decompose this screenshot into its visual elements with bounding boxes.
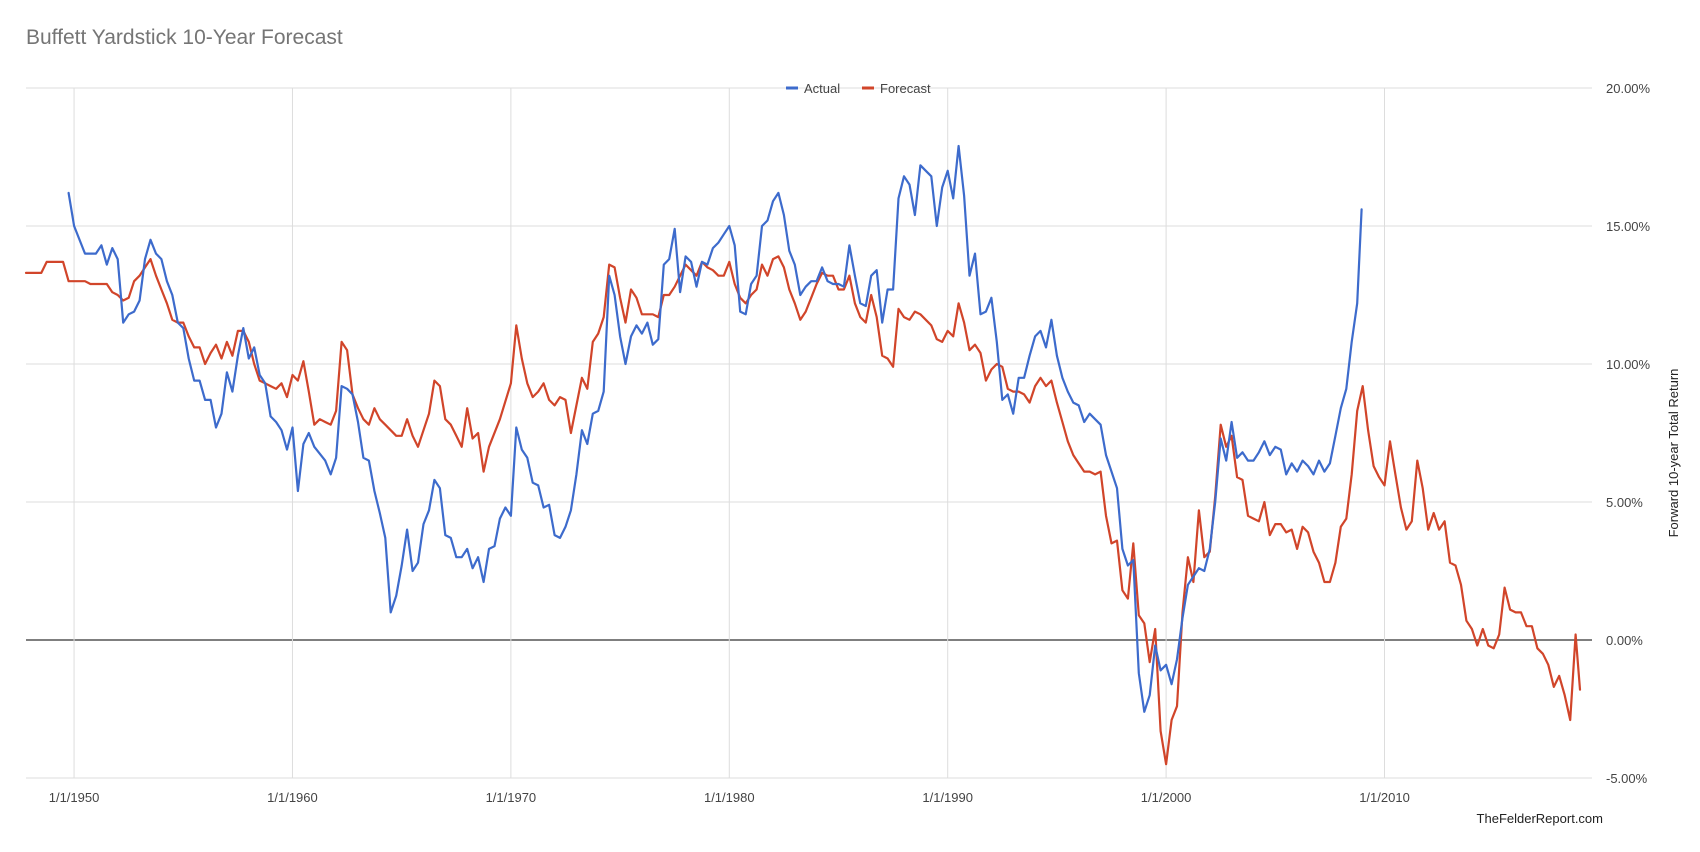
y-tick-label: -5.00% [1606, 771, 1648, 786]
y-tick-label: 0.00% [1606, 633, 1643, 648]
y-tick-label: 5.00% [1606, 495, 1643, 510]
y-tick-label: 15.00% [1606, 219, 1651, 234]
legend[interactable]: Actual Forecast [786, 81, 931, 96]
x-tick-label: 1/1/1950 [49, 790, 100, 805]
y-tick-label: 10.00% [1606, 357, 1651, 372]
x-tick-label: 1/1/2000 [1141, 790, 1192, 805]
credit-text: TheFelderReport.com [1476, 811, 1603, 826]
x-tick-label: 1/1/1990 [922, 790, 973, 805]
series-line-forecast [24, 255, 1582, 766]
legend-label-actual[interactable]: Actual [804, 81, 840, 96]
x-tick-label: 1/1/1960 [267, 790, 318, 805]
horizontal-gridlines [26, 87, 1592, 779]
series-line-actual [67, 144, 1363, 713]
vertical-gridlines [73, 88, 1386, 778]
chart-title: Buffett Yardstick 10-Year Forecast [26, 26, 343, 49]
y-axis-tick-labels: 20.00% 15.00% 10.00% 5.00% 0.00% -5.00% [1606, 81, 1651, 786]
x-tick-label: 1/1/2010 [1359, 790, 1410, 805]
legend-label-forecast[interactable]: Forecast [880, 81, 931, 96]
x-tick-label: 1/1/1980 [704, 790, 755, 805]
y-tick-label: 20.00% [1606, 81, 1651, 96]
series-lines [24, 144, 1582, 766]
x-tick-label: 1/1/1970 [486, 790, 537, 805]
x-axis-tick-labels: 1/1/1950 1/1/1960 1/1/1970 1/1/1980 1/1/1990… [49, 790, 1410, 805]
y-axis-title: Forward 10-year Total Return [1666, 369, 1681, 538]
